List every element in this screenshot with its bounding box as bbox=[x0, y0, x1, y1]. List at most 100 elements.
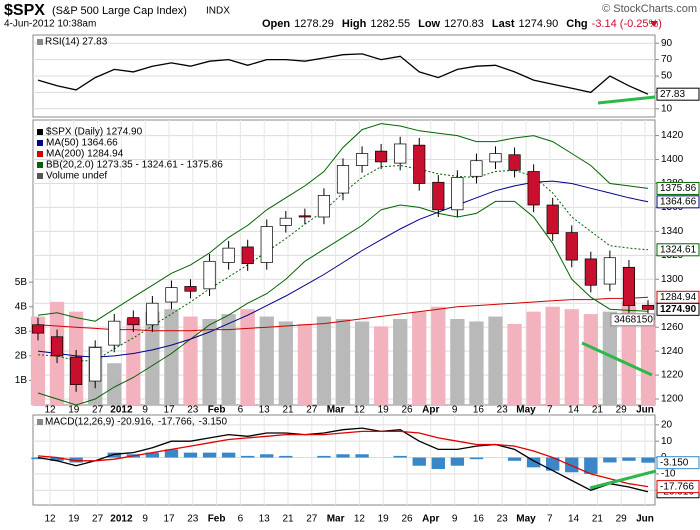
histogram-bar bbox=[431, 457, 445, 469]
x-tick-label: 7 bbox=[547, 514, 553, 525]
candle-body bbox=[31, 324, 45, 334]
x-tick-label: 19 bbox=[68, 405, 80, 416]
histogram-bar bbox=[469, 457, 484, 460]
x-tick-label: May bbox=[516, 405, 536, 416]
x-tick-label: 23 bbox=[497, 514, 509, 525]
exchange: INDX bbox=[206, 6, 230, 17]
histogram-bar bbox=[507, 457, 522, 461]
quote-label: High bbox=[342, 18, 367, 30]
x-tick-label: Feb bbox=[208, 405, 226, 416]
histogram-bar bbox=[450, 457, 465, 466]
y-tick-label: 50 bbox=[661, 71, 673, 82]
series-line bbox=[37, 427, 649, 493]
candle-body bbox=[413, 144, 426, 184]
histogram-bar bbox=[241, 455, 255, 458]
candle-body bbox=[50, 336, 64, 357]
y-tick-label: 1260 bbox=[661, 322, 684, 333]
x-tick-label: 21 bbox=[592, 514, 604, 525]
volume-bar bbox=[469, 321, 484, 405]
legend-swatch bbox=[37, 39, 43, 45]
histogram-bar bbox=[622, 457, 636, 461]
last-value-label: 1364.66 bbox=[660, 196, 697, 207]
volume-bar bbox=[259, 316, 274, 405]
histogram-bar bbox=[355, 454, 369, 458]
quote-label: Chg bbox=[566, 18, 587, 30]
histogram-bar bbox=[336, 454, 350, 458]
last-value-box bbox=[656, 195, 700, 209]
x-tick-label: 13 bbox=[259, 405, 271, 416]
volume-bar bbox=[240, 309, 255, 405]
quote-label: Open bbox=[262, 18, 290, 30]
candle-body bbox=[184, 286, 197, 292]
candle-body bbox=[355, 153, 369, 166]
volume-bar bbox=[30, 316, 46, 405]
x-tick-label: 2012 bbox=[110, 514, 133, 525]
x-tick-label: Apr bbox=[422, 514, 439, 525]
y-tick-label: 70 bbox=[661, 54, 673, 65]
candle-body bbox=[565, 232, 578, 261]
candle-body bbox=[432, 181, 445, 211]
candle-body bbox=[127, 317, 140, 326]
quote-value: 1282.55 bbox=[370, 18, 410, 30]
legend-label: -17.766, bbox=[158, 417, 195, 428]
volume-bar bbox=[335, 319, 351, 405]
legend-label: -3.150 bbox=[199, 417, 228, 428]
x-tick-label: 13 bbox=[259, 514, 271, 525]
last-value-label: 1284.94 bbox=[660, 292, 697, 303]
y-tick-label: 1400 bbox=[661, 154, 684, 165]
x-tick-label: 9 bbox=[142, 514, 148, 525]
candle-body bbox=[241, 246, 254, 265]
volume-bar bbox=[564, 309, 579, 405]
x-tick-label: 21 bbox=[282, 514, 294, 525]
volume-bar bbox=[526, 311, 541, 405]
volume-bar bbox=[354, 321, 370, 405]
histogram-bar bbox=[145, 452, 160, 458]
trend-line bbox=[597, 95, 656, 105]
legend-label: RSI(14) 27.83 bbox=[45, 37, 108, 48]
band-lower bbox=[37, 200, 649, 406]
volume-bar bbox=[583, 314, 598, 405]
candle-body bbox=[222, 247, 235, 263]
candle-body bbox=[394, 143, 407, 164]
x-tick-label: 12 bbox=[44, 405, 56, 416]
x-tick-label: 29 bbox=[616, 405, 628, 416]
last-value-label: 1375.86 bbox=[660, 183, 697, 194]
candle-body bbox=[203, 260, 216, 290]
volume-bar bbox=[602, 311, 618, 405]
volume-bar bbox=[450, 319, 465, 405]
x-tick-label: 27 bbox=[92, 514, 104, 525]
legend-label: MA(200) 1284.94 bbox=[46, 149, 124, 160]
x-tick-label: Mar bbox=[327, 405, 345, 416]
last-value-label: -17.766 bbox=[660, 481, 694, 492]
candle-body bbox=[336, 165, 350, 194]
x-tick-label: 23 bbox=[187, 405, 199, 416]
y-tick-label: 1420 bbox=[661, 130, 684, 141]
histogram-bar bbox=[260, 454, 274, 458]
series-line bbox=[37, 53, 649, 95]
legend-swatch bbox=[37, 140, 43, 146]
candle-body bbox=[279, 217, 292, 226]
x-tick-label: 7 bbox=[547, 405, 553, 416]
last-value-box bbox=[656, 87, 700, 101]
quote-label: Low bbox=[418, 18, 440, 30]
legend-swatch bbox=[37, 162, 43, 168]
last-value-label: -3.150 bbox=[660, 457, 689, 468]
histogram-bar bbox=[526, 457, 541, 468]
x-tick-label: 16 bbox=[473, 405, 485, 416]
x-tick-label: 6 bbox=[238, 514, 244, 525]
volume-bar bbox=[316, 316, 332, 405]
x-tick-label: 17 bbox=[163, 514, 175, 525]
candle-body bbox=[260, 226, 273, 263]
y-tick-label: 2B bbox=[15, 351, 28, 362]
y-tick-label: 1340 bbox=[661, 226, 684, 237]
series-line bbox=[37, 430, 649, 488]
panel-frame bbox=[32, 414, 656, 506]
description: (S&P 500 Large Cap Index) bbox=[52, 5, 187, 17]
y-tick-label: 3B bbox=[15, 326, 28, 337]
x-tick-label: 19 bbox=[378, 405, 390, 416]
band-upper bbox=[37, 123, 649, 322]
legend-swatch bbox=[37, 151, 43, 157]
volume-bar bbox=[507, 323, 522, 405]
volume-bar bbox=[640, 319, 656, 405]
